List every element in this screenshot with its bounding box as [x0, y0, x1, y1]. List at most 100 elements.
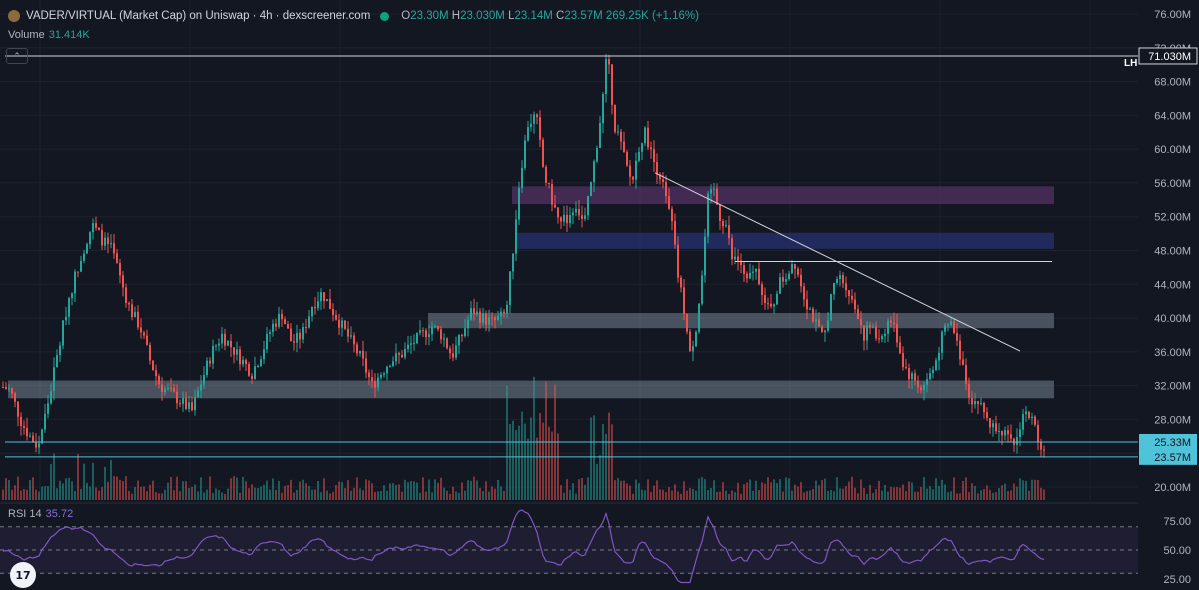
volume-bar — [842, 488, 844, 500]
volume-bar — [590, 417, 592, 500]
candle-body — [317, 301, 319, 309]
volume-bar — [917, 491, 919, 500]
candle-body — [56, 355, 58, 368]
candle-body — [638, 151, 640, 161]
candle-body — [1025, 411, 1027, 415]
price-tick-label: 56.00M — [1154, 178, 1191, 190]
candle-body — [1019, 429, 1021, 438]
volume-bar — [299, 481, 301, 500]
volume-bar — [1019, 478, 1021, 500]
candle-body — [275, 323, 277, 327]
volume-bar — [698, 478, 700, 500]
candle-body — [284, 319, 286, 325]
candle-body — [338, 319, 340, 328]
volume-bar — [914, 491, 916, 500]
candle-body — [140, 327, 142, 333]
candle-body — [875, 326, 877, 339]
candle-body — [896, 323, 898, 343]
candle-body — [230, 340, 232, 348]
drawn-lines: LH — [5, 55, 1138, 458]
volume-bar — [905, 491, 907, 500]
volume-bar — [200, 477, 202, 500]
volume-bar — [374, 491, 376, 500]
candle-body — [836, 279, 838, 283]
volume-bar — [380, 491, 382, 500]
candle-body — [971, 397, 973, 405]
candle-body — [113, 243, 115, 254]
volume-bar — [959, 493, 961, 500]
volume-bar — [578, 479, 580, 500]
volume-bar — [773, 479, 775, 500]
symbol-title[interactable]: VADER/VIRTUAL (Market Cap) on Uniswap · … — [26, 10, 371, 22]
candle-body — [704, 236, 706, 276]
collapse-legend-button[interactable]: ⌃ — [6, 48, 28, 64]
volume-bar — [1040, 487, 1042, 500]
volume-bar — [212, 493, 214, 500]
tradingview-logo-icon[interactable]: 17 — [10, 562, 36, 588]
candle-body — [791, 264, 793, 274]
candle-body — [491, 317, 493, 319]
candle-body — [641, 143, 643, 152]
candle-body — [740, 260, 742, 266]
volume-bar — [758, 490, 760, 500]
candle-body — [509, 271, 511, 305]
candle-body — [626, 151, 628, 166]
volume-bar — [449, 493, 451, 500]
candle-body — [209, 360, 211, 364]
volume-bar — [29, 480, 31, 500]
volume-bar — [203, 492, 205, 500]
volume-bar — [26, 489, 28, 500]
volume-bar — [245, 481, 247, 500]
candle-body — [20, 416, 22, 426]
volume-bar — [437, 482, 439, 500]
candle-body — [605, 59, 607, 95]
candle-body — [872, 326, 874, 328]
price-tick-label: 60.00M — [1154, 144, 1191, 156]
volume-bar — [308, 485, 310, 500]
candle-body — [533, 114, 535, 124]
candle-body — [326, 299, 328, 302]
candle-body — [929, 373, 931, 380]
candle-body — [398, 353, 400, 355]
volume-bar — [608, 412, 610, 500]
candle-body — [425, 330, 427, 338]
rsi-tick-label: 50.00 — [1163, 545, 1191, 557]
candle-body — [335, 315, 337, 320]
volume-bar — [440, 477, 442, 500]
volume-bar — [707, 489, 709, 500]
candle-body — [545, 166, 547, 183]
volume-bar — [1007, 491, 1009, 500]
candle-body — [542, 139, 544, 167]
candle-body — [92, 223, 94, 233]
volume-bar — [986, 485, 988, 500]
rsi-pane — [0, 502, 1199, 584]
volume-bar — [83, 463, 85, 500]
candle-body — [65, 316, 67, 321]
axis-background — [1138, 0, 1199, 590]
volume-bar — [53, 453, 55, 500]
volume-bar — [926, 488, 928, 500]
volume-bar — [263, 484, 265, 500]
price-axis[interactable]: 76.00M72.00M68.00M64.00M60.00M56.00M52.0… — [1138, 0, 1199, 590]
price-label-text: 71.030M — [1148, 51, 1191, 63]
candle-body — [437, 325, 439, 330]
volume-bar — [452, 486, 454, 500]
volume-bar — [689, 487, 691, 500]
volume-bar — [980, 490, 982, 500]
candle-body — [80, 260, 82, 272]
volume-bar — [488, 491, 490, 500]
volume-bar — [368, 480, 370, 500]
volume-bar — [839, 488, 841, 500]
candle-body — [821, 326, 823, 333]
volume-bar — [560, 485, 562, 500]
candle-body — [806, 299, 808, 310]
volume-bar — [146, 491, 148, 500]
candle-body — [332, 309, 334, 316]
volume-bar — [275, 489, 277, 500]
volume-bar — [866, 493, 868, 500]
volume-bars — [2, 376, 1045, 500]
volume-bar — [71, 481, 73, 500]
candle-body — [455, 345, 457, 358]
volume-bar — [788, 478, 790, 500]
